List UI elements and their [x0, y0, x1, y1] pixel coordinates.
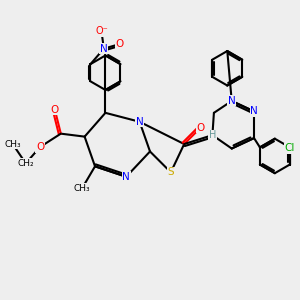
Text: S: S [167, 167, 174, 177]
Text: O: O [36, 142, 44, 152]
Text: Cl: Cl [285, 143, 295, 153]
Text: H: H [209, 130, 216, 140]
Text: CH₃: CH₃ [74, 184, 91, 193]
Text: N: N [136, 117, 143, 127]
Text: CH₃: CH₃ [4, 140, 21, 148]
Text: N: N [250, 106, 258, 116]
Text: O: O [51, 105, 59, 115]
Text: O: O [196, 123, 205, 133]
Text: O: O [115, 39, 123, 49]
Text: CH₂: CH₂ [17, 159, 34, 168]
Text: O⁻: O⁻ [95, 26, 108, 36]
Text: N: N [100, 44, 108, 54]
Text: N: N [122, 172, 130, 182]
Text: N: N [228, 96, 236, 106]
